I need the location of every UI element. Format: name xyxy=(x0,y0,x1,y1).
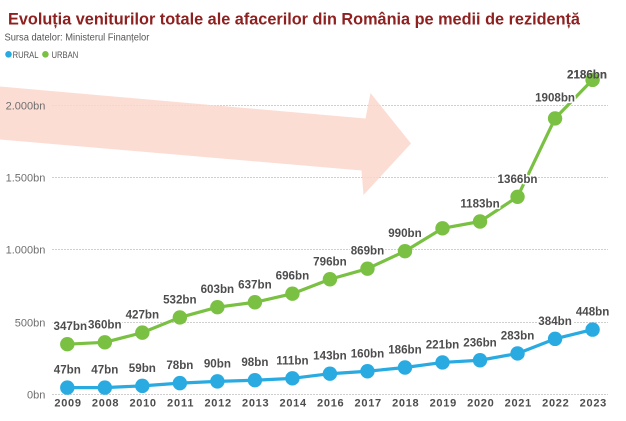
svg-text:186bn: 186bn xyxy=(388,344,422,357)
svg-text:448bn: 448bn xyxy=(576,306,610,319)
svg-text:2.000bn: 2.000bn xyxy=(6,100,46,112)
svg-text:2022: 2022 xyxy=(542,398,569,410)
svg-text:2019: 2019 xyxy=(430,398,457,410)
svg-text:RURAL: RURAL xyxy=(13,49,39,60)
svg-text:2020: 2020 xyxy=(467,398,494,410)
svg-text:696bn: 696bn xyxy=(276,270,310,283)
svg-text:347bn: 347bn xyxy=(54,320,88,333)
svg-text:2018: 2018 xyxy=(392,398,419,410)
svg-text:2021: 2021 xyxy=(505,398,532,410)
svg-text:78bn: 78bn xyxy=(166,359,193,372)
svg-text:59bn: 59bn xyxy=(129,362,156,375)
svg-text:1908bn: 1908bn xyxy=(535,92,575,105)
svg-text:90bn: 90bn xyxy=(204,357,231,370)
svg-text:2017: 2017 xyxy=(355,398,382,410)
svg-text:143bn: 143bn xyxy=(313,350,347,363)
svg-text:236bn: 236bn xyxy=(463,336,497,349)
svg-text:990bn: 990bn xyxy=(388,227,422,240)
svg-text:98bn: 98bn xyxy=(241,356,268,369)
svg-text:283bn: 283bn xyxy=(501,330,535,343)
svg-text:Sursa datelor: Ministerul Fina: Sursa datelor: Ministerul Finanțelor xyxy=(5,32,151,43)
svg-text:2011: 2011 xyxy=(167,398,194,410)
svg-text:2010: 2010 xyxy=(129,398,156,410)
svg-text:1183bn: 1183bn xyxy=(460,198,499,211)
svg-text:Evoluția veniturilor totale al: Evoluția veniturilor totale ale afaceril… xyxy=(8,9,581,28)
svg-text:2016: 2016 xyxy=(317,398,344,410)
svg-text:637bn: 637bn xyxy=(238,278,272,291)
svg-text:111bn: 111bn xyxy=(276,354,308,367)
svg-text:1.000bn: 1.000bn xyxy=(6,244,46,256)
svg-text:603bn: 603bn xyxy=(201,283,235,296)
svg-text:2012: 2012 xyxy=(204,398,231,410)
svg-text:2023: 2023 xyxy=(580,398,607,410)
svg-text:2014: 2014 xyxy=(280,398,307,410)
svg-text:0bn: 0bn xyxy=(27,389,45,401)
svg-text:2008: 2008 xyxy=(92,398,119,410)
svg-text:384bn: 384bn xyxy=(538,315,572,328)
svg-text:500bn: 500bn xyxy=(15,317,46,329)
svg-text:1.500bn: 1.500bn xyxy=(6,172,46,184)
svg-text:360bn: 360bn xyxy=(88,318,122,331)
svg-text:47bn: 47bn xyxy=(91,364,118,377)
svg-text:47bn: 47bn xyxy=(54,364,81,377)
svg-text:2186bn: 2186bn xyxy=(567,68,607,81)
svg-text:2013: 2013 xyxy=(242,398,269,410)
svg-text:796bn: 796bn xyxy=(313,255,347,268)
svg-text:427bn: 427bn xyxy=(126,309,160,322)
svg-text:2009: 2009 xyxy=(54,398,81,410)
svg-text:160bn: 160bn xyxy=(351,347,385,360)
svg-text:532bn: 532bn xyxy=(163,293,197,306)
svg-text:221bn: 221bn xyxy=(426,338,460,351)
svg-text:URBAN: URBAN xyxy=(52,49,79,60)
svg-text:1366bn: 1366bn xyxy=(498,173,538,186)
svg-text:869bn: 869bn xyxy=(351,245,385,258)
